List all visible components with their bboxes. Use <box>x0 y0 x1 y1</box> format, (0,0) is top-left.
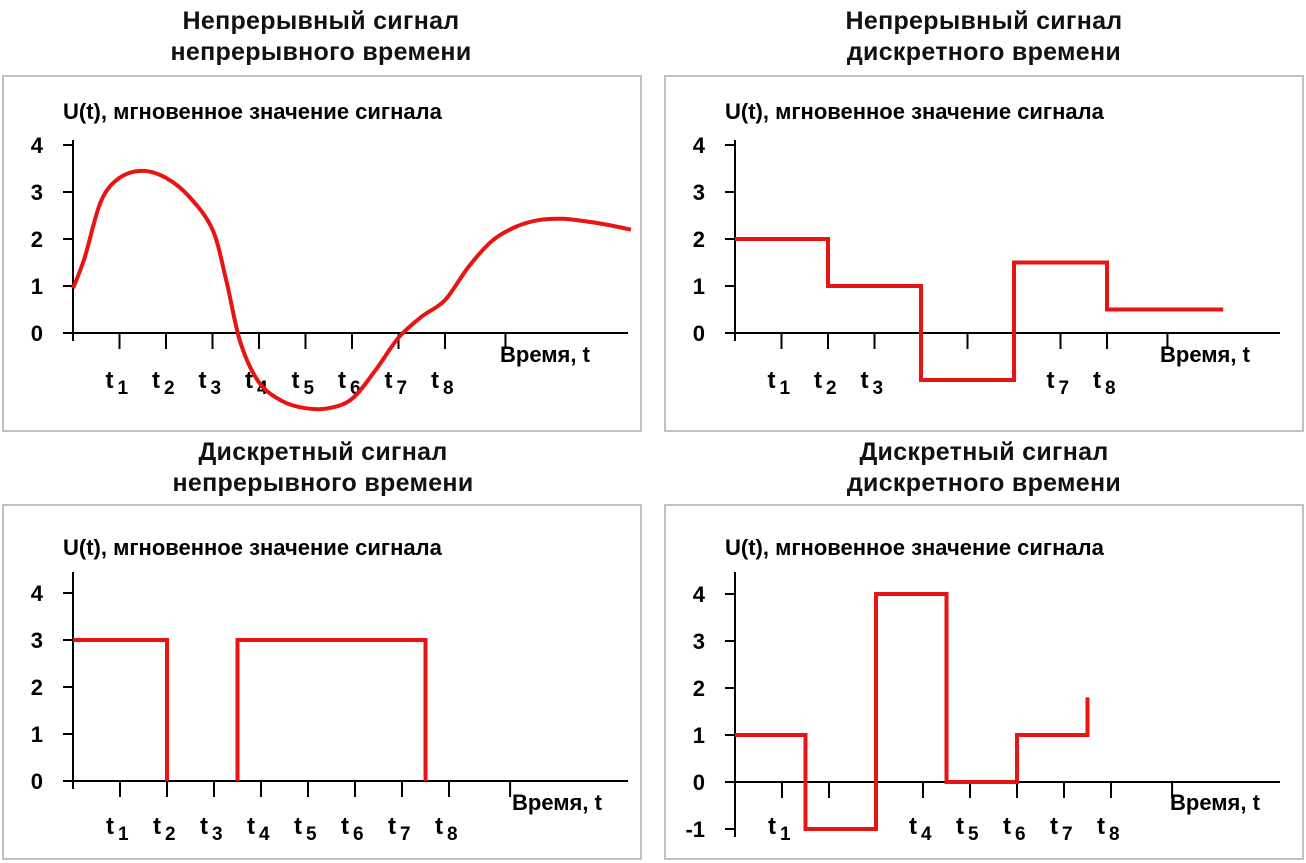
panel-2-y-tick-label: 4 <box>693 133 706 158</box>
panel-1-y-tick-label: 3 <box>31 180 43 205</box>
panel-2-y-axis-label: U(t), мгновенное значение сигнала <box>725 99 1105 124</box>
panel-3-y-tick-label: 2 <box>31 675 43 700</box>
panel-4-y-axis-label: U(t), мгновенное значение сигнала <box>725 535 1105 560</box>
panel-3-plot: U(t), мгновенное значение сигнала 0 1 2 3 4 t 1… <box>31 535 628 845</box>
panel-4-plot: U(t), мгновенное значение сигнала -1 0 1 2 3 4… <box>685 535 1280 845</box>
panel-1-y-axis-label: U(t), мгновенное значение сигнала <box>63 99 443 124</box>
panel-4-y-tick-label: 0 <box>693 770 705 795</box>
panel-4-y-tick-label: 1 <box>693 723 705 748</box>
panel-1-y-tick-label: 4 <box>31 133 44 158</box>
panel-4-title: Дискретный сигнал дискретного времени <box>664 437 1304 499</box>
panel-1-y-tick-label: 0 <box>31 321 43 346</box>
panel-2-title-line2: дискретного времени <box>846 38 1122 66</box>
panel-1-y-tick-label: 2 <box>31 227 43 252</box>
panel-2-title: Непрерывный сигнал дискретного времени <box>664 6 1304 68</box>
panel-2-y-tick-label: 0 <box>693 321 705 346</box>
panel-3-signal-segment <box>235 638 428 781</box>
panel-3-frame <box>2 504 642 860</box>
panel-2-y-tick-label: 2 <box>693 227 705 252</box>
panel-4-y-tick-label: 4 <box>693 582 706 607</box>
panel-2-y-tick-label: 3 <box>693 180 705 205</box>
panel-3-y-axis-label: U(t), мгновенное значение сигнала <box>63 535 443 560</box>
panel-3-y-tick-label: 0 <box>31 769 43 794</box>
panel-4-y-tick-label: -1 <box>685 817 705 842</box>
panel-2-plot: U(t), мгновенное значение сигнала 0 1 2 3 4 t 1… <box>693 99 1280 399</box>
panel-1-frame <box>2 75 642 432</box>
panel-3-title: Дискретный сигнал непрерывного времени <box>2 437 644 499</box>
panel-1-y-tick-label: 1 <box>31 274 43 299</box>
panel-3-y-tick-label: 1 <box>31 722 43 747</box>
panel-4-title-line2: дискретного времени <box>846 469 1122 497</box>
panel-4-x-axis-label: Время, t <box>1170 790 1261 815</box>
panel-1-x-axis-label: Время, t <box>500 342 591 367</box>
panel-4-y-tick-label: 2 <box>693 676 705 701</box>
panel-4-signal-line <box>735 592 1090 831</box>
panel-3-title-line1: Дискретный сигнал <box>198 438 448 466</box>
panel-1-title: Непрерывный сигнал непрерывного времени <box>0 6 642 68</box>
panel-1-title-line2: непрерывного времени <box>170 38 472 66</box>
panel-2-frame <box>664 75 1304 432</box>
panel-2-signal-line <box>735 237 1224 382</box>
panel-1-plot: U(t), мгновенное значение сигнала 0 1 2 3 4 t 1… <box>31 99 632 412</box>
panel-2-x-axis-label: Время, t <box>1160 342 1251 367</box>
panel-3-x-axis-label: Время, t <box>512 790 603 815</box>
panel-4-frame <box>664 504 1304 860</box>
panel-4-y-tick-label: 3 <box>693 629 705 654</box>
panel-3-title-line2: непрерывного времени <box>172 469 474 497</box>
panel-1-signal-line <box>71 168 632 412</box>
panel-1-title-line1: Непрерывный сигнал <box>182 7 460 35</box>
panel-2-y-tick-label: 1 <box>693 274 705 299</box>
panel-3-y-tick-label: 4 <box>31 581 44 606</box>
panel-3-signal-segment <box>73 638 169 781</box>
panel-4-title-line1: Дискретный сигнал <box>859 438 1109 466</box>
panel-2-title-line1: Непрерывный сигнал <box>845 7 1123 35</box>
panel-3-y-tick-label: 3 <box>31 628 43 653</box>
